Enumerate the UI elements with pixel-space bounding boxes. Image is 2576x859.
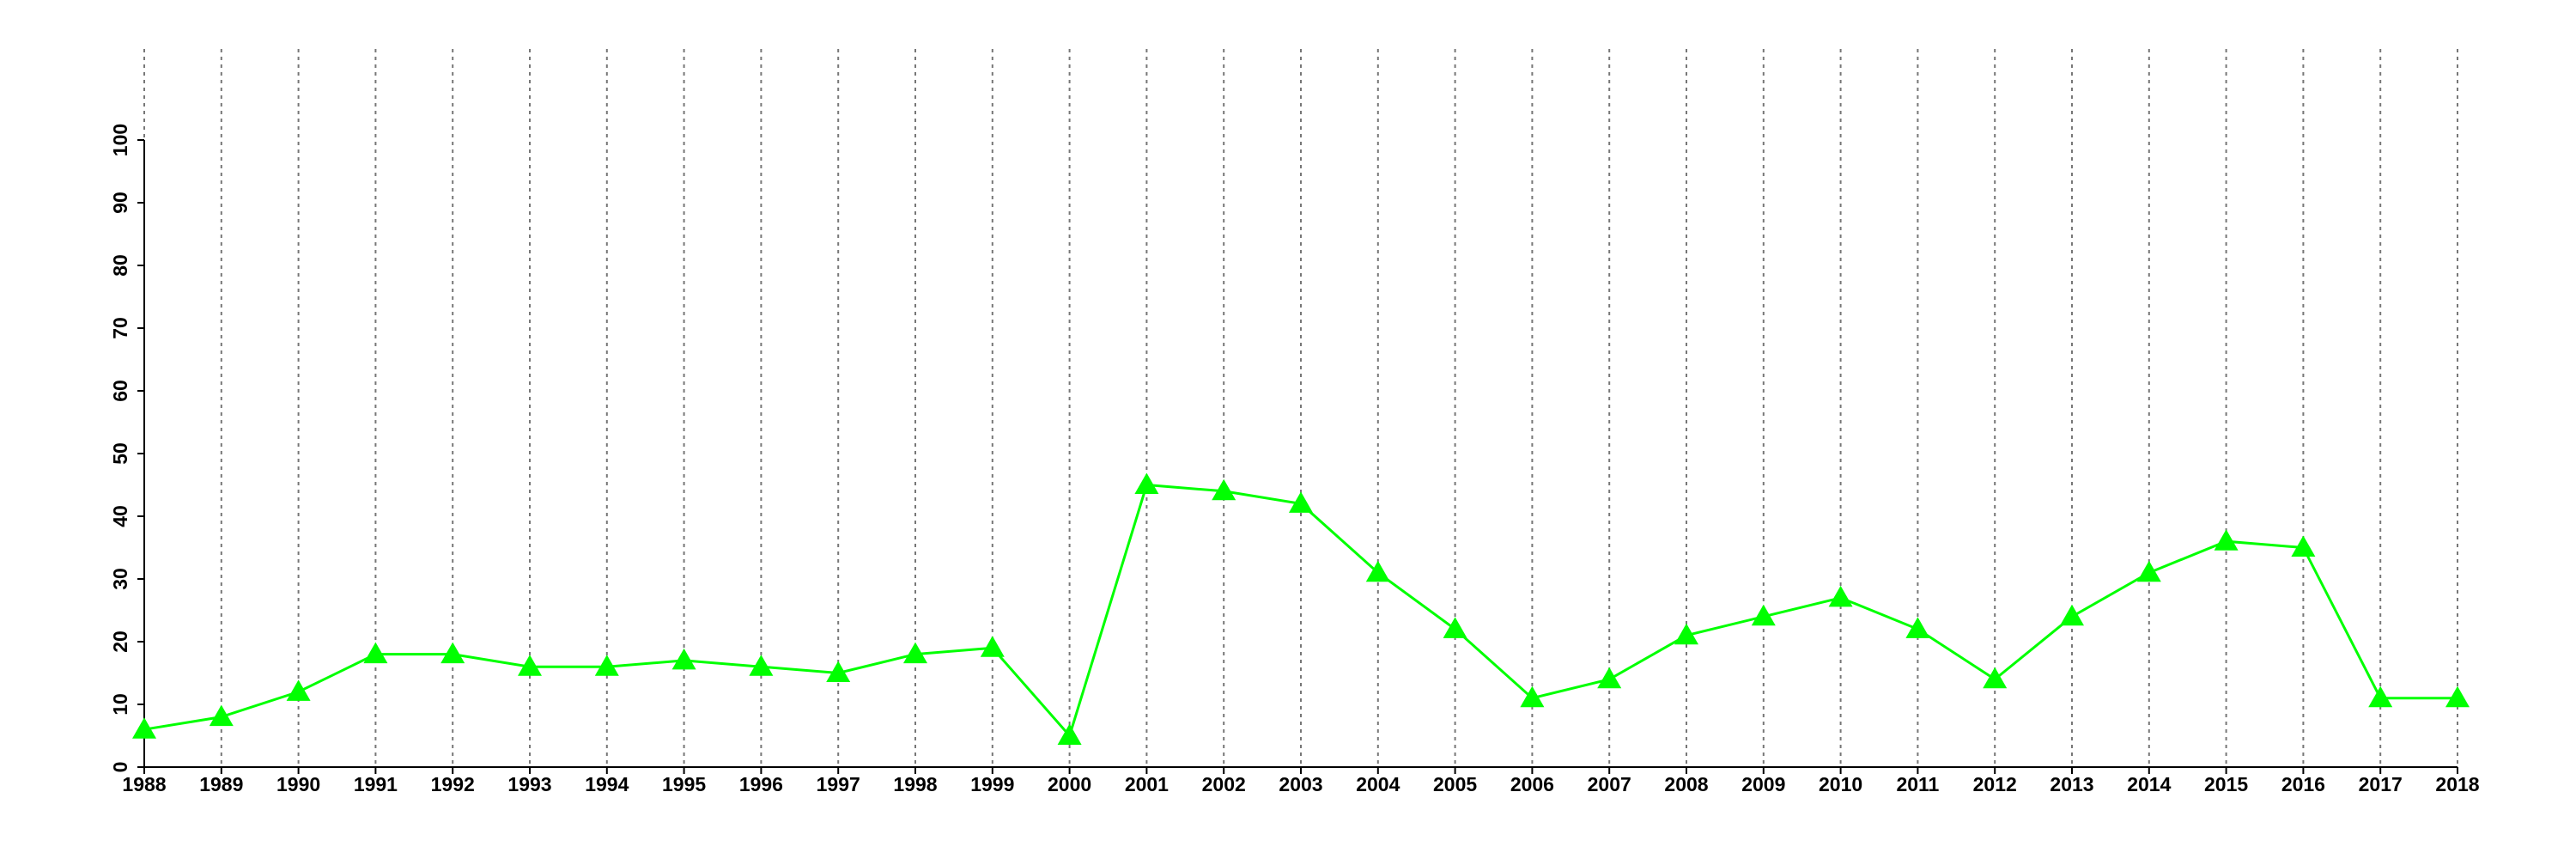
x-tick-label: 1996 [739, 773, 783, 795]
y-tick-label: 20 [109, 631, 131, 653]
x-tick-label: 2013 [2050, 773, 2093, 795]
x-tick-label: 2009 [1741, 773, 1785, 795]
x-tick-label: 2012 [1973, 773, 2017, 795]
marker [2445, 685, 2470, 708]
x-tick-label: 2005 [1433, 773, 1477, 795]
x-tick-label: 1992 [431, 773, 475, 795]
x-tick-label: 2018 [2435, 773, 2479, 795]
marker [2291, 535, 2316, 557]
x-tick-label: 1998 [893, 773, 937, 795]
marker [132, 717, 156, 739]
x-tick-label: 2001 [1125, 773, 1169, 795]
x-tick-label: 2011 [1896, 773, 1939, 795]
marker [1212, 478, 1236, 501]
marker [903, 642, 927, 664]
marker [1365, 560, 1390, 582]
marker [1983, 667, 2008, 689]
marker [1443, 617, 1467, 638]
x-tick-label: 2007 [1588, 773, 1631, 795]
marker [2060, 604, 2084, 626]
marker [440, 642, 465, 664]
marker [1674, 623, 1698, 645]
x-tick-label: 1988 [122, 773, 166, 795]
marker [749, 655, 774, 676]
x-tick-label: 2015 [2204, 773, 2248, 795]
marker [2368, 685, 2393, 708]
y-tick-label: 100 [109, 124, 131, 156]
x-tick-label: 2017 [2359, 773, 2403, 795]
y-tick-label: 10 [109, 693, 131, 716]
marker [1520, 685, 1545, 708]
x-tick-label: 2000 [1048, 773, 1091, 795]
x-tick-label: 1990 [276, 773, 320, 795]
x-tick-label: 2008 [1664, 773, 1708, 795]
marker [1057, 723, 1082, 745]
marker [594, 655, 619, 676]
marker [1597, 667, 1622, 689]
marker [671, 648, 696, 670]
x-tick-label: 1993 [507, 773, 551, 795]
y-tick-label: 50 [109, 442, 131, 465]
marker [2214, 529, 2239, 551]
marker [1134, 472, 1159, 494]
y-tick-label: 0 [109, 762, 131, 773]
x-tick-label: 2002 [1202, 773, 1246, 795]
marker [1289, 491, 1313, 513]
marker [2136, 560, 2161, 582]
y-tick-label: 60 [109, 380, 131, 402]
y-tick-label: 30 [109, 568, 131, 590]
x-tick-label: 1991 [354, 773, 398, 795]
y-tick-label: 40 [109, 505, 131, 527]
marker [1751, 604, 1776, 626]
x-tick-label: 1989 [199, 773, 243, 795]
x-tick-label: 1994 [585, 773, 629, 795]
y-tick-label: 70 [109, 317, 131, 339]
marker [1905, 617, 1930, 638]
x-tick-label: 2006 [1510, 773, 1554, 795]
marker [826, 661, 851, 682]
x-tick-label: 2003 [1279, 773, 1322, 795]
y-tick-label: 80 [109, 254, 131, 277]
x-tick-label: 2004 [1356, 773, 1400, 795]
marker [1828, 585, 1853, 607]
marker [286, 679, 311, 701]
x-tick-label: 1997 [817, 773, 860, 795]
y-tick-label: 90 [109, 192, 131, 214]
marker [209, 704, 234, 727]
marker [363, 642, 388, 664]
marker [518, 655, 542, 676]
x-tick-label: 1995 [662, 773, 706, 795]
x-tick-label: 2014 [2127, 773, 2171, 795]
x-tick-label: 1999 [970, 773, 1014, 795]
x-tick-label: 2010 [1819, 773, 1862, 795]
x-tick-label: 2016 [2281, 773, 2325, 795]
marker [980, 636, 1005, 657]
